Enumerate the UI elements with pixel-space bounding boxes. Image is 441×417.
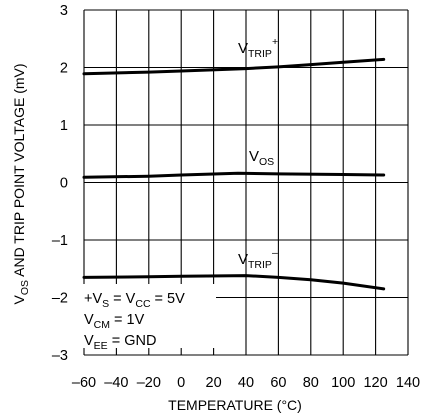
x-tick-label: –60 <box>72 375 96 391</box>
series-lines <box>82 57 386 291</box>
y-tick-label: 3 <box>60 3 68 19</box>
x-tick-label: –20 <box>137 375 161 391</box>
x-tick-label: 120 <box>363 375 387 391</box>
annotation-supply: +VS = VCC = 5V <box>84 291 185 310</box>
x-tick-label: 40 <box>238 375 254 391</box>
x-tick-label: 80 <box>303 375 319 391</box>
series-label-vtrip-plus: VTRIP+ <box>238 36 278 60</box>
annotation-vcm: VCM = 1V <box>84 312 145 331</box>
series-line-0 <box>82 57 386 76</box>
conditions-backdrop <box>82 284 216 348</box>
x-tick-labels: –60 –40 –20 0 20 40 60 80 100 120 140 <box>72 375 420 391</box>
x-tick-label: 140 <box>396 375 420 391</box>
y-tick-label: 2 <box>60 61 68 77</box>
y-tick-label: –2 <box>52 291 68 307</box>
annotation-vee: VEE = GND <box>84 333 156 352</box>
y-tick-labels: 3 2 1 0 –1 –2 –3 <box>52 3 68 364</box>
y-tick-label: –3 <box>52 348 68 364</box>
series-line-1 <box>82 171 386 179</box>
x-axis-title: TEMPERATURE (°C) <box>168 397 302 413</box>
x-tick-label: 60 <box>270 375 286 391</box>
series-label-vos: VOS <box>249 148 274 168</box>
series-label-vtrip-minus: VTRIP– <box>238 247 278 271</box>
y-tick-label: 0 <box>60 176 68 192</box>
y-tick-label: 1 <box>60 118 68 134</box>
x-tick-label: –40 <box>104 375 128 391</box>
x-tick-label: 20 <box>206 375 222 391</box>
y-tick-label: –1 <box>52 233 68 249</box>
x-tick-label: 0 <box>177 375 185 391</box>
x-tick-label: 100 <box>331 375 355 391</box>
series-line-2 <box>82 274 386 291</box>
y-axis-title: VOS AND TRIP POINT VOLTAGE (mV) <box>11 63 31 304</box>
